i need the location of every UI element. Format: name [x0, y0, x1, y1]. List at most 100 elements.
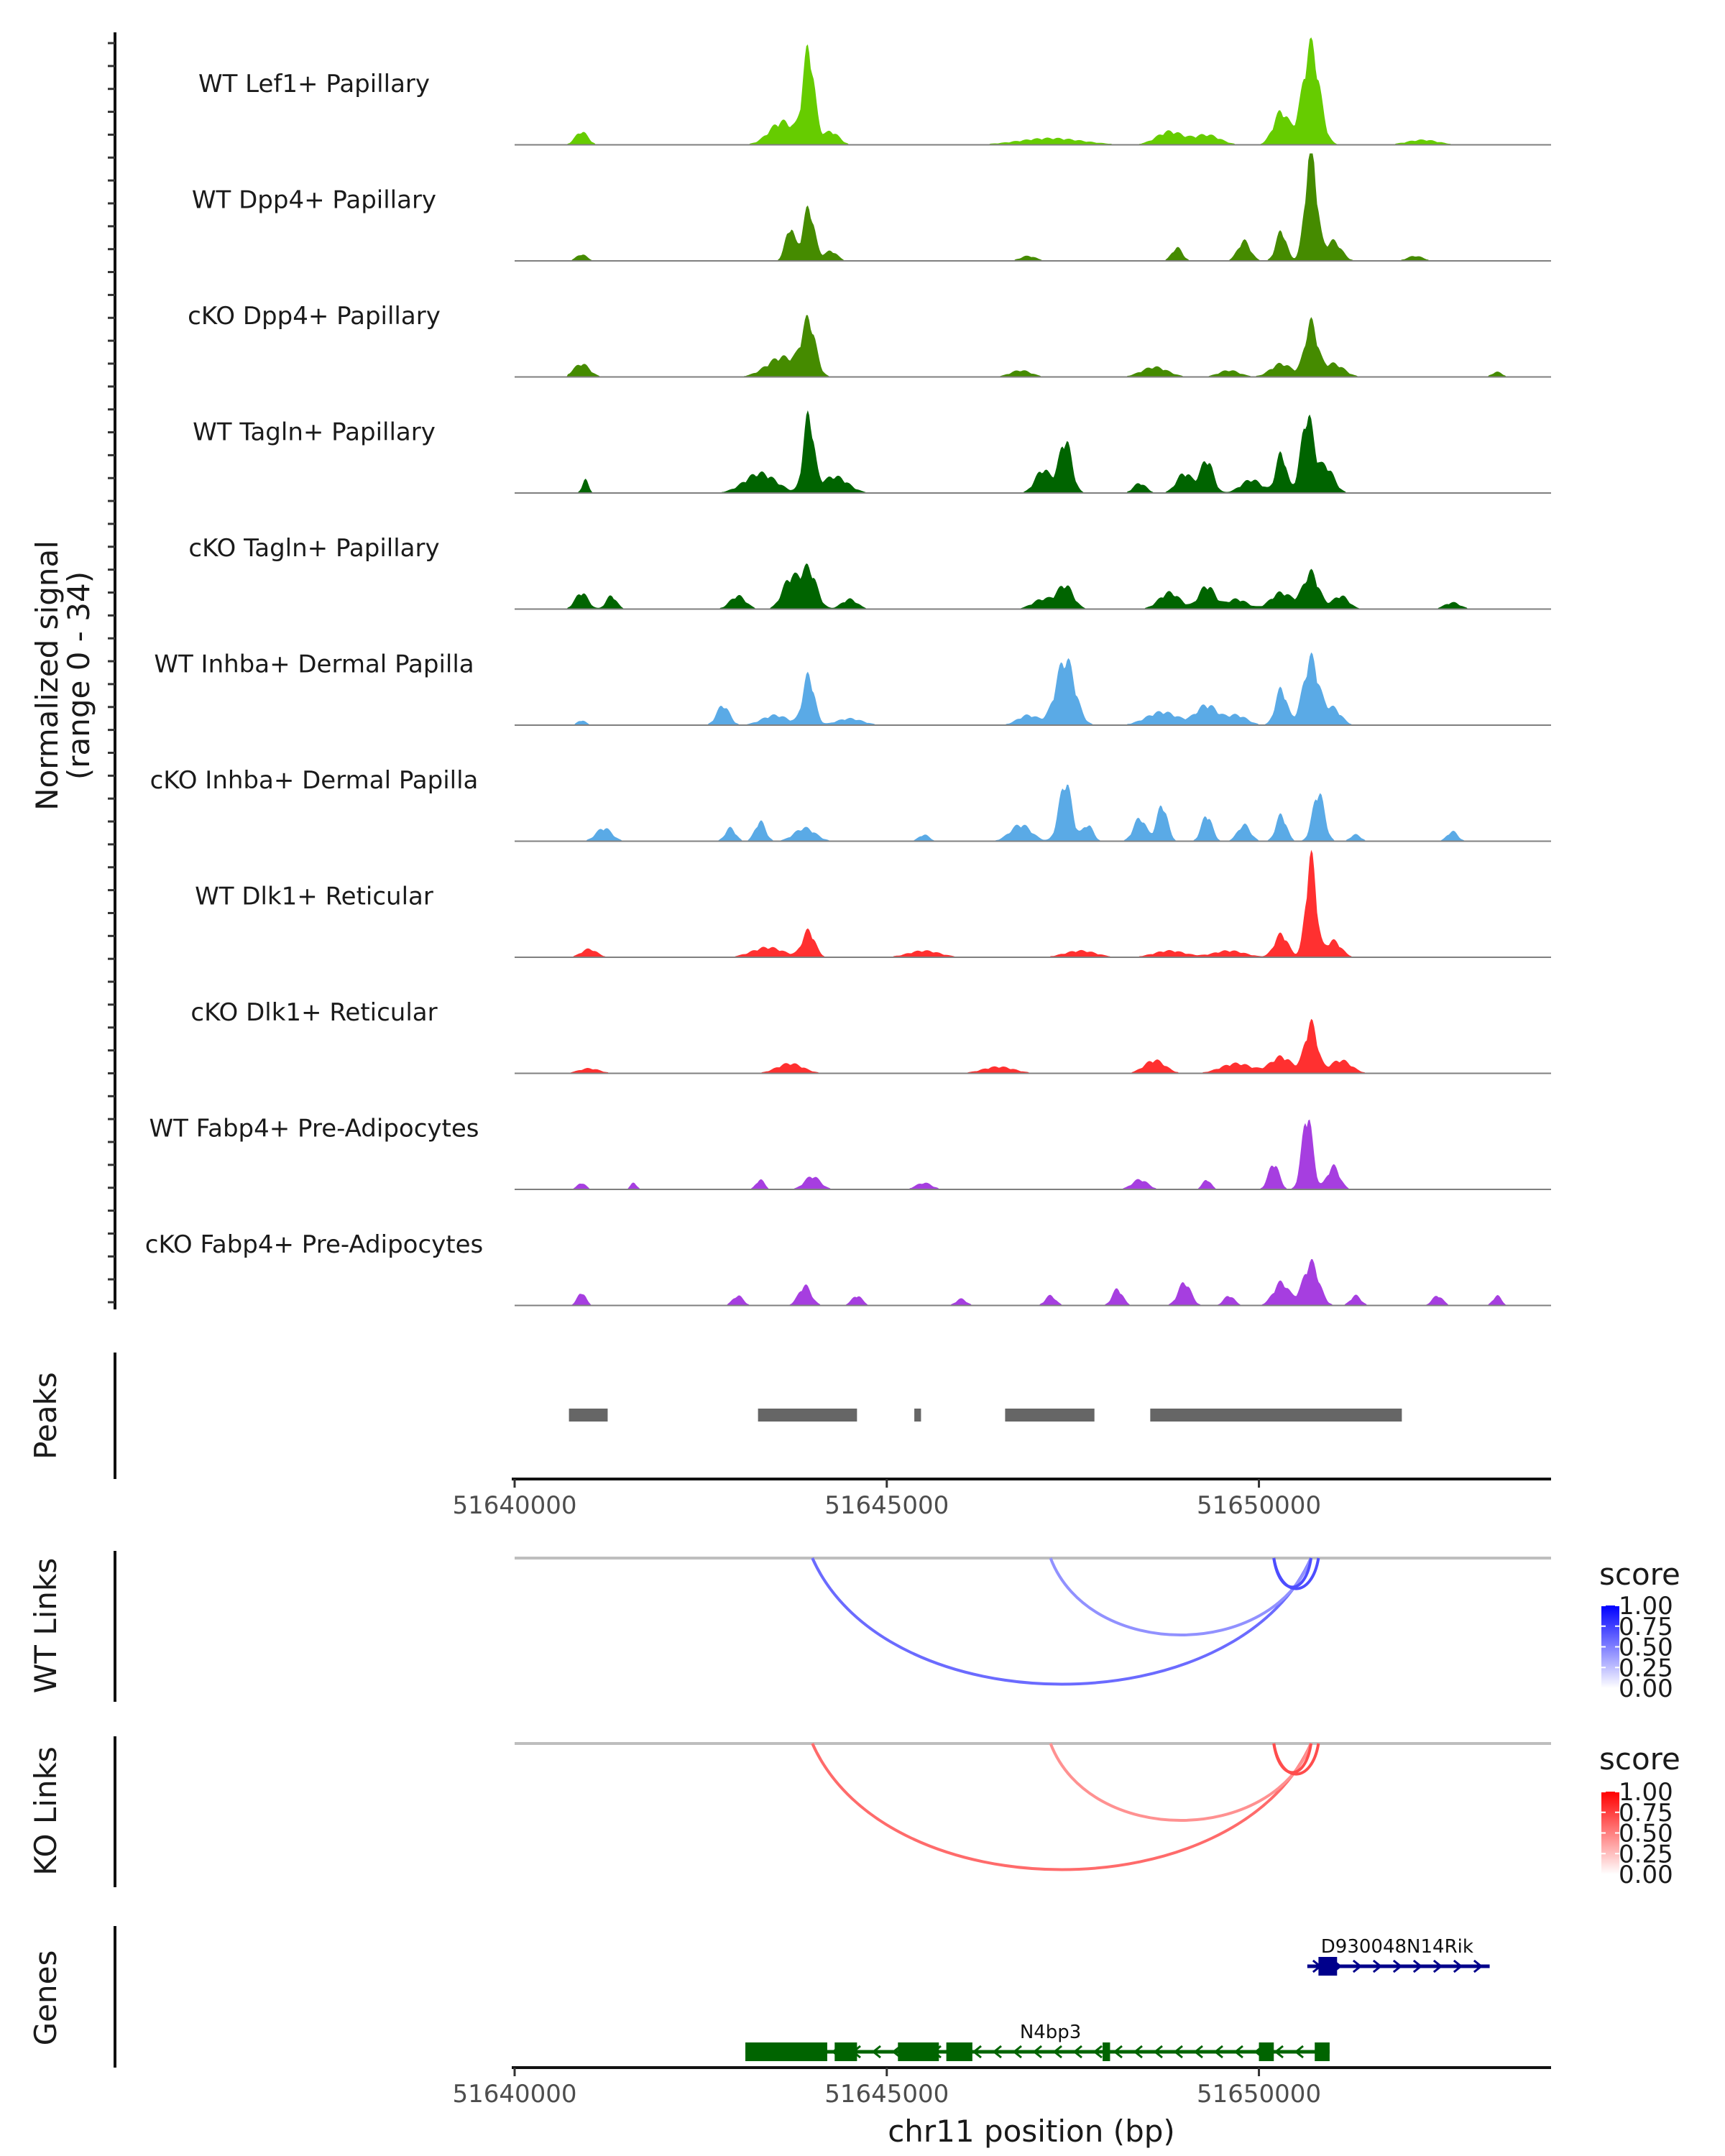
- x-tick-label: 51645000: [824, 1491, 949, 1520]
- legend-tick-label: 1.00: [1619, 1592, 1673, 1621]
- gene-exon: [745, 2042, 827, 2061]
- legend-tick-label: 0.50: [1619, 1820, 1673, 1848]
- peak-interval: [1005, 1409, 1095, 1422]
- strand-arrow-icon: [1352, 1959, 1363, 1973]
- strand-arrow-icon: [1274, 2045, 1284, 2059]
- legend-tick-label: 0.75: [1619, 1613, 1673, 1641]
- strand-arrow-icon: [1072, 2045, 1082, 2059]
- coverage-area: [515, 1018, 1551, 1074]
- coverage-track: cKO Fabp4+ Pre-Adipocytes: [145, 1230, 1551, 1307]
- strand-arrow-icon: [1372, 1959, 1383, 1973]
- strand-arrow-icon: [1113, 2045, 1123, 2059]
- track-label: WT Fabp4+ Pre-Adipocytes: [150, 1115, 479, 1143]
- link-arc: [1049, 1743, 1312, 1822]
- gene-exon: [1103, 2042, 1110, 2061]
- gene: N4bp3: [745, 2022, 1330, 2061]
- strand-arrow-icon: [1032, 2045, 1042, 2059]
- track-label: WT Tagln+ Papillary: [193, 418, 436, 447]
- coverage-area: [515, 410, 1551, 493]
- x-tick-label: 51645000: [824, 2080, 949, 2109]
- peaks-track-label: Peaks: [28, 1372, 63, 1460]
- strand-arrow-icon: [1092, 2045, 1103, 2059]
- strand-arrow-icon: [1412, 1959, 1423, 1973]
- y-axis-title-line1: Normalized signal: [29, 540, 65, 811]
- strand-arrow-icon: [1173, 2045, 1183, 2059]
- link-arc: [1272, 1557, 1320, 1590]
- peak-interval: [569, 1409, 608, 1422]
- ko-legend-title: score: [1599, 1741, 1680, 1777]
- strand-arrow-icon: [992, 2045, 1002, 2059]
- strand-arrow-icon: [1294, 2045, 1304, 2059]
- peak-interval: [914, 1409, 921, 1422]
- strand-arrow-icon: [1473, 1959, 1484, 1973]
- gene-exon: [898, 2042, 939, 2061]
- gene-exon: [1259, 2042, 1274, 2061]
- legend-tick-label: 0.25: [1619, 1654, 1673, 1682]
- coverage-area: [515, 784, 1551, 842]
- strand-arrow-icon: [1432, 1959, 1443, 1973]
- coverage-area: [515, 563, 1551, 609]
- coverage-area: [515, 849, 1551, 957]
- legend-tick-label: 1.00: [1619, 1778, 1673, 1807]
- peaks-track: [114, 1353, 1402, 1479]
- legend-tick-label: 0.75: [1619, 1799, 1673, 1828]
- coverage-area: [515, 1259, 1551, 1306]
- coverage-area: [515, 1119, 1551, 1189]
- track-label: WT Dlk1+ Reticular: [195, 883, 433, 911]
- gene-name: D930048N14Rik: [1321, 1936, 1473, 1958]
- ko-links-legend: score: [1599, 1741, 1680, 1777]
- strand-arrow-icon: [972, 2045, 982, 2059]
- track-label: cKO Tagln+ Papillary: [188, 534, 439, 563]
- wt-links-track-label: WT Links: [28, 1558, 63, 1693]
- strand-arrow-icon: [1133, 2045, 1143, 2059]
- wt-legend-title: score: [1599, 1557, 1680, 1592]
- strand-arrow-icon: [1453, 1959, 1463, 1973]
- legend-tick-label: 0.00: [1619, 1674, 1673, 1703]
- coverage-track: WT Lef1+ Papillary: [198, 37, 1551, 146]
- genes-track-label: Genes: [28, 1950, 63, 2046]
- coverage-track: cKO Inhba+ Dermal Papilla: [150, 766, 1551, 842]
- wt-links-legend: score: [1599, 1557, 1680, 1592]
- gene-exon: [1315, 2042, 1330, 2061]
- gene-exon: [1318, 1957, 1338, 1976]
- link-arc: [811, 1557, 1312, 1686]
- strand-arrow-icon: [1193, 2045, 1203, 2059]
- coverage-track: cKO Dlk1+ Reticular: [190, 998, 1551, 1074]
- gene: D930048N14Rik: [1307, 1936, 1490, 1976]
- ko-links-track: 1.000.750.500.250.00: [114, 1736, 1673, 1889]
- track-label: cKO Dlk1+ Reticular: [190, 998, 437, 1027]
- coverage-track: WT Inhba+ Dermal Papilla: [154, 650, 1551, 726]
- x-tick-label: 51650000: [1197, 1491, 1321, 1520]
- coverage-area: [515, 153, 1551, 261]
- strand-arrow-icon: [1233, 2045, 1243, 2059]
- x-tick-label: 51640000: [452, 2080, 576, 2109]
- track-label: cKO Inhba+ Dermal Papilla: [150, 766, 479, 795]
- link-arc: [1272, 1743, 1320, 1776]
- link-arc: [1049, 1557, 1312, 1636]
- track-label: WT Lef1+ Papillary: [198, 70, 430, 98]
- coverage-track: WT Tagln+ Papillary: [193, 410, 1551, 494]
- x-tick-label: 51640000: [452, 1491, 576, 1520]
- x-axis-upper: 51640000 51645000 51650000: [452, 1478, 1551, 1520]
- wt-links-track: 1.000.750.500.250.00: [114, 1551, 1673, 1703]
- link-arc: [811, 1743, 1312, 1871]
- track-label: cKO Dpp4+ Papillary: [188, 302, 441, 331]
- coverage-area: [515, 315, 1551, 377]
- track-label: WT Inhba+ Dermal Papilla: [154, 650, 474, 679]
- peak-interval: [758, 1409, 857, 1422]
- ko-links-track-label: KO Links: [28, 1746, 63, 1876]
- gene-name: N4bp3: [1020, 2022, 1082, 2043]
- legend-tick-label: 0.50: [1619, 1634, 1673, 1662]
- strand-arrow-icon: [1153, 2045, 1163, 2059]
- strand-arrow-icon: [1392, 1959, 1403, 1973]
- genes-track: D930048N14Rik N4bp3: [114, 1926, 1490, 2068]
- coverage-track: WT Fabp4+ Pre-Adipocytes: [150, 1115, 1551, 1190]
- strand-arrow-icon: [1213, 2045, 1223, 2059]
- strand-arrow-icon: [1052, 2045, 1062, 2059]
- y-axis-title-line2: (range 0 - 34): [61, 571, 96, 780]
- x-tick-label: 51650000: [1197, 2080, 1321, 2109]
- gene-exon: [946, 2042, 972, 2061]
- x-axis-title: chr11 position (bp): [888, 2114, 1175, 2149]
- track-label: cKO Fabp4+ Pre-Adipocytes: [145, 1230, 484, 1259]
